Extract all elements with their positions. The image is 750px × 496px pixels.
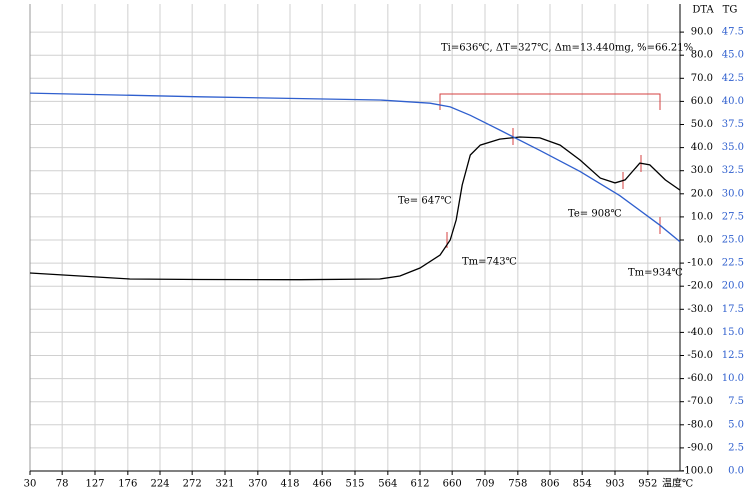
- y-tick-label: -40.0: [687, 327, 713, 338]
- y2-tick-label: 25.0: [722, 235, 744, 246]
- mass-loss-bracket: [439, 93, 661, 110]
- grid: [29, 4, 680, 472]
- y2-tick-label: 30.0: [722, 188, 744, 199]
- x-tick-label: 564: [378, 479, 397, 490]
- y2-axis-title: TG: [723, 5, 738, 16]
- x-tick-label: 806: [540, 479, 559, 490]
- y2-tick-label: 5.0: [728, 419, 744, 430]
- y-tick-label: 80.0: [691, 50, 713, 61]
- y2-tick-label: 10.0: [722, 373, 744, 384]
- y-tick-label: 40.0: [691, 142, 713, 153]
- x-tick-label: 224: [150, 479, 169, 490]
- series-line: [29, 92, 681, 243]
- y2-tick-label: 7.5: [728, 396, 744, 407]
- annotation: Tm=743℃: [462, 257, 517, 268]
- y-tick-label: -100.0: [681, 466, 713, 477]
- y2-tick-label: 15.0: [722, 327, 744, 338]
- y2-tick-label: 37.5: [722, 119, 744, 130]
- y-tick-label: 50.0: [691, 119, 713, 130]
- y-tick-label: 20.0: [691, 188, 713, 199]
- x-tick-label: 30: [24, 479, 37, 490]
- y2-tick-label: 32.5: [722, 165, 744, 176]
- y2-tick-label: 12.5: [722, 350, 744, 361]
- series-line: [29, 136, 681, 281]
- y-tick-label: -80.0: [687, 419, 713, 430]
- y2-tick-label: 35.0: [722, 142, 744, 153]
- x-tick-label: 370: [248, 479, 267, 490]
- y2-tick-label: 20.0: [722, 281, 744, 292]
- y2-tick-label: 0.0: [728, 466, 744, 477]
- x-tick-label: 709: [475, 479, 494, 490]
- y-tick-label: -60.0: [687, 373, 713, 384]
- y-tick-label: 70.0: [691, 73, 713, 84]
- y-tick-label: -50.0: [687, 350, 713, 361]
- y-tick-label: 30.0: [691, 165, 713, 176]
- annotation: Te= 647℃: [398, 196, 452, 207]
- x-tick-label: 758: [508, 479, 527, 490]
- x-tick-label: 466: [313, 479, 332, 490]
- y-tick-label: 10.0: [691, 211, 713, 222]
- y2-tick-label: 42.5: [722, 73, 744, 84]
- x-tick-label: 515: [345, 479, 364, 490]
- y2-tick-label: 47.5: [722, 27, 744, 38]
- x-tick-label: 176: [118, 479, 137, 490]
- y2-tick-label: 17.5: [722, 304, 744, 315]
- y-tick-label: 90.0: [691, 27, 713, 38]
- x-tick-label: 321: [215, 479, 234, 490]
- annotation: Tm=934℃: [628, 268, 683, 279]
- x-axis-title: 温度℃: [662, 477, 693, 490]
- x-tick-label: 952: [638, 479, 657, 490]
- y2-tick-label: 22.5: [722, 258, 744, 269]
- x-tick-label: 272: [183, 479, 202, 490]
- y-tick-label: 60.0: [691, 96, 713, 107]
- x-tick-label: 612: [410, 479, 429, 490]
- x-tick-label: 78: [56, 479, 69, 490]
- x-tick-label: 127: [85, 479, 104, 490]
- x-tick-label: 660: [443, 479, 462, 490]
- y2-tick-label: 40.0: [722, 96, 744, 107]
- y-tick-label: -20.0: [687, 281, 713, 292]
- x-tick-label: 903: [605, 479, 624, 490]
- y-tick-label: 0.0: [697, 235, 713, 246]
- y-tick-label: -30.0: [687, 304, 713, 315]
- y2-tick-label: 45.0: [722, 50, 744, 61]
- y-axis-title: DTA: [692, 5, 714, 16]
- x-tick-label: 418: [280, 479, 299, 490]
- y-tick-label: -90.0: [687, 442, 713, 453]
- x-tick-label: 854: [573, 479, 592, 490]
- annotation: Ti=636℃, ΔT=327℃, Δm=13.440mg, %=66.21%: [441, 43, 693, 54]
- y2-tick-label: 2.5: [728, 442, 744, 453]
- y-tick-label: -70.0: [687, 396, 713, 407]
- y2-tick-label: 27.5: [722, 211, 744, 222]
- annotation: Te= 908℃: [568, 209, 622, 220]
- y-tick-label: -10.0: [687, 258, 713, 269]
